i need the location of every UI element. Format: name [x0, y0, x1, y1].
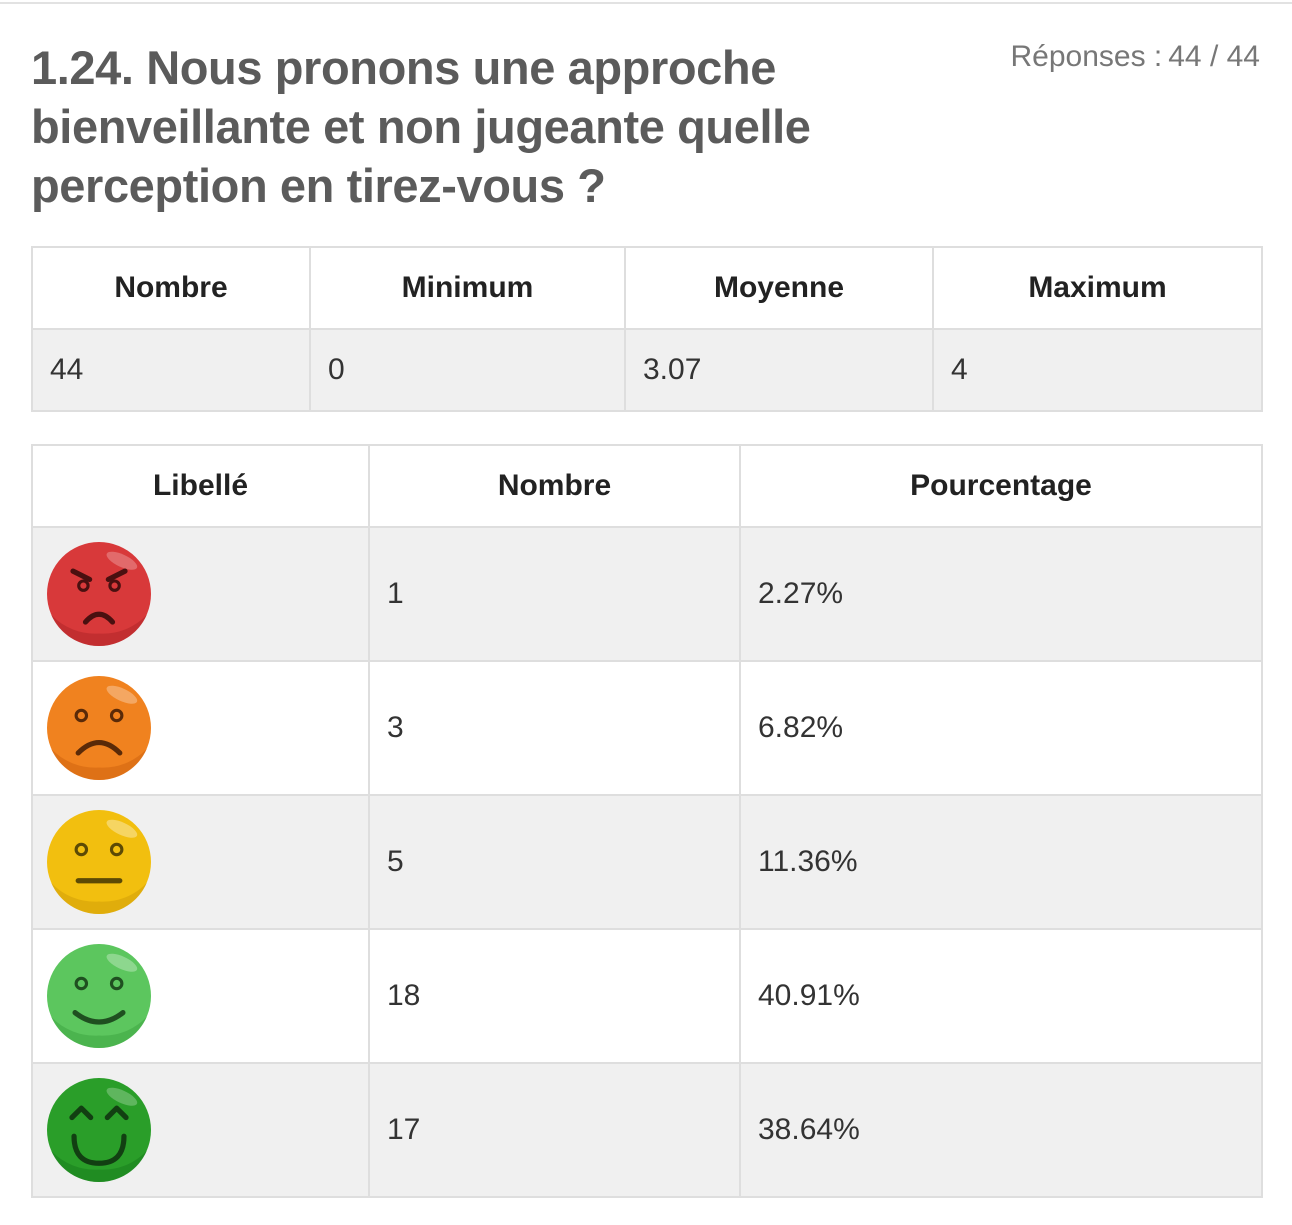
top-divider	[0, 2, 1292, 4]
value-maximum: 4	[932, 328, 1263, 412]
count-cell: 17	[368, 1062, 741, 1198]
header-moyenne: Moyenne	[624, 246, 934, 330]
distribution-header-row: Libellé Nombre Pourcentage	[31, 444, 1263, 528]
distribution-table: Libellé Nombre Pourcentage 1 2.27%	[31, 444, 1263, 1198]
percent-cell: 11.36%	[739, 794, 1263, 930]
value-moyenne: 3.07	[624, 328, 934, 412]
header-pourcentage: Pourcentage	[739, 444, 1263, 528]
percent-cell: 6.82%	[739, 660, 1263, 796]
header-libelle: Libellé	[31, 444, 370, 528]
label-cell	[31, 928, 370, 1064]
sad-face-icon	[47, 676, 151, 780]
angry-face-icon	[47, 542, 151, 646]
stats-table: Nombre Minimum Moyenne Maximum 44 0 3.07…	[31, 246, 1263, 412]
value-nombre: 44	[31, 328, 311, 412]
header-maximum: Maximum	[932, 246, 1263, 330]
table-row: 1 2.27%	[31, 526, 1263, 662]
label-cell	[31, 660, 370, 796]
responses-value: 44 / 44	[1168, 40, 1260, 73]
percent-cell: 2.27%	[739, 526, 1263, 662]
percent-cell: 40.91%	[739, 928, 1263, 1064]
table-row: 5 11.36%	[31, 794, 1263, 930]
count-cell: 1	[368, 526, 741, 662]
count-cell: 18	[368, 928, 741, 1064]
table-row: 18 40.91%	[31, 928, 1263, 1064]
value-minimum: 0	[309, 328, 626, 412]
neutral-face-icon	[47, 810, 151, 914]
responses-label: Réponses :	[1010, 40, 1163, 73]
stats-values-row: 44 0 3.07 4	[31, 328, 1263, 412]
label-cell	[31, 526, 370, 662]
table-row: 3 6.82%	[31, 660, 1263, 796]
stats-header-row: Nombre Minimum Moyenne Maximum	[31, 246, 1263, 330]
header-nombre: Nombre	[31, 246, 311, 330]
label-cell	[31, 794, 370, 930]
header-minimum: Minimum	[309, 246, 626, 330]
smiling-face-icon	[47, 944, 151, 1048]
responses-count: Réponses :44 / 44	[1010, 40, 1260, 74]
question-title: 1.24. Nous pronons une approche bienveil…	[31, 41, 811, 212]
table-row: 17 38.64%	[31, 1062, 1263, 1198]
grinning-face-icon	[47, 1078, 151, 1182]
count-cell: 3	[368, 660, 741, 796]
header-nombre: Nombre	[368, 444, 741, 528]
percent-cell: 38.64%	[739, 1062, 1263, 1198]
count-cell: 5	[368, 794, 741, 930]
label-cell	[31, 1062, 370, 1198]
